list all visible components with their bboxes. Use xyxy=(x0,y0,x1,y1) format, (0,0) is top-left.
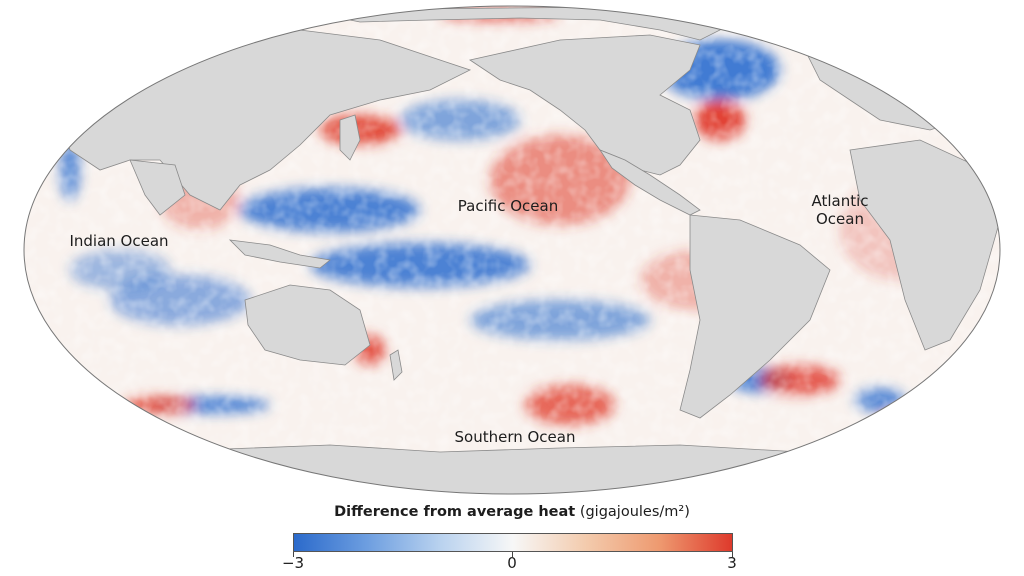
colorbar-tick-min xyxy=(293,552,294,557)
legend-title: Difference from average heat (gigajoules… xyxy=(0,504,1024,520)
colorbar xyxy=(293,533,733,552)
world-map-svg xyxy=(23,5,1001,495)
land-japan xyxy=(339,114,361,161)
land-new-zealand xyxy=(389,349,403,381)
label-atlantic-ocean: Atlantic Ocean xyxy=(811,192,869,228)
legend-title-main: Difference from average heat xyxy=(334,504,576,520)
label-southern-ocean: Southern Ocean xyxy=(454,428,576,446)
globe-outline xyxy=(23,5,1001,495)
land-central-america xyxy=(598,149,701,216)
land-south-america xyxy=(679,214,831,419)
legend-title-unit: (gigajoules/m²) xyxy=(579,504,690,520)
land-africa xyxy=(849,139,1000,351)
land-australia xyxy=(244,284,371,366)
label-indian-ocean: Indian Ocean xyxy=(69,232,169,250)
heat-anomaly-map: Pacific Ocean Indian Ocean Atlantic Ocea… xyxy=(23,5,1001,495)
colorbar-tick-mid xyxy=(512,552,513,557)
colorbar-tick-max xyxy=(732,552,733,557)
land-india xyxy=(129,159,186,216)
label-pacific-ocean: Pacific Ocean xyxy=(457,197,559,215)
colorbar-label-max: 3 xyxy=(727,554,737,572)
land-north-america xyxy=(468,34,701,176)
colorbar-label-mid: 0 xyxy=(507,554,517,572)
land-indonesia xyxy=(228,239,331,269)
warm-anomaly-patch xyxy=(880,410,960,430)
colorbar-label-min: −3 xyxy=(281,554,305,572)
